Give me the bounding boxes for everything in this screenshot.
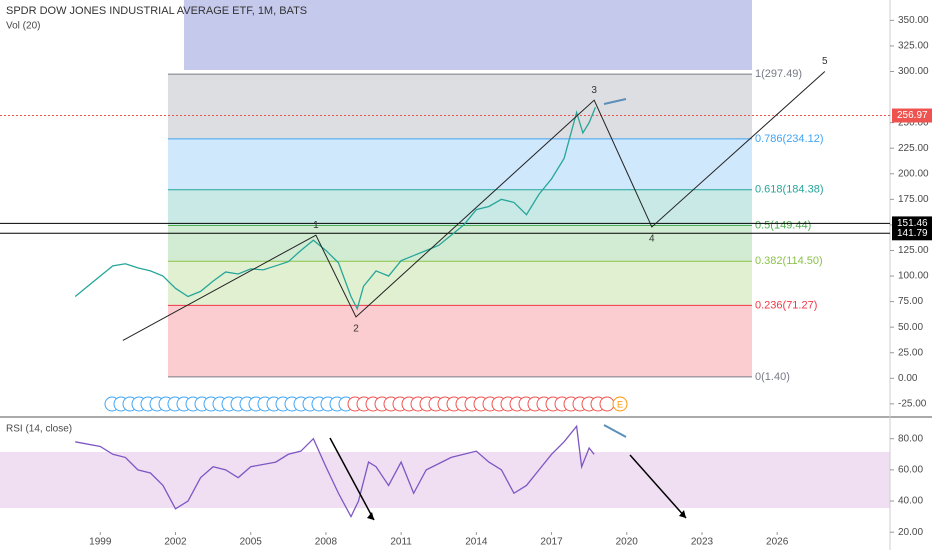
x-tick-label: 2023 xyxy=(691,537,714,548)
divergence-line xyxy=(603,98,627,105)
wave-label: 1 xyxy=(313,220,319,231)
wave-label: 3 xyxy=(591,85,597,96)
y-tick-label: 200.00 xyxy=(898,168,929,179)
y-tick-label: 250.00 xyxy=(898,117,929,128)
y-tick-label: 0.00 xyxy=(898,373,918,384)
y-tick-label: 350.00 xyxy=(898,15,929,26)
y-tick-label: 175.00 xyxy=(898,194,929,205)
fib-zone xyxy=(167,74,753,139)
fib-zone xyxy=(167,305,753,377)
x-tick-label: 2017 xyxy=(540,537,563,548)
y-tick-label: 100.00 xyxy=(898,271,929,282)
fib-top-zone xyxy=(184,0,752,70)
rsi-tick-label: 60.00 xyxy=(898,465,923,476)
horizontal-label: 141.79 xyxy=(897,228,928,239)
y-tick-label: 125.00 xyxy=(898,245,929,256)
wave-label: 4 xyxy=(649,234,655,245)
y-tick-label: 75.00 xyxy=(898,296,923,307)
x-tick-label: 2002 xyxy=(164,537,187,548)
rsi-arrow xyxy=(629,454,687,519)
x-tick-label: 2020 xyxy=(616,537,639,548)
earnings-label: E xyxy=(617,399,623,409)
last-price-label: 256.97 xyxy=(897,110,928,121)
wave-label: 2 xyxy=(353,324,359,335)
fib-zone xyxy=(167,189,753,226)
price-line xyxy=(74,107,597,311)
rsi-tick-label: 80.00 xyxy=(898,433,923,444)
event-marker xyxy=(599,396,615,412)
x-tick-label: 2026 xyxy=(766,537,789,548)
rsi-label: RSI (14, close) xyxy=(6,424,72,435)
fib-zone xyxy=(167,138,753,190)
y-tick-label: -25.00 xyxy=(898,399,927,410)
wave-label: 5 xyxy=(822,56,828,67)
rsi-tick-label: 20.00 xyxy=(898,527,923,538)
fib-label: 0.236(71.27) xyxy=(755,299,817,311)
last-price-tag xyxy=(892,108,932,123)
rsi-tick-label: 40.00 xyxy=(898,496,923,507)
x-tick-label: 2014 xyxy=(465,537,488,548)
divergence-line xyxy=(603,424,627,438)
x-tick-label: 2005 xyxy=(240,537,263,548)
fib-label: 1(297.49) xyxy=(755,68,802,80)
y-tick-label: 300.00 xyxy=(898,66,929,77)
fib-label: 0.382(114.50) xyxy=(755,255,823,267)
fib-label: 0.786(234.12) xyxy=(755,133,824,145)
x-tick-label: 1999 xyxy=(89,537,112,548)
wave-path xyxy=(122,71,826,341)
fib-label: 0.618(184.38) xyxy=(755,184,824,196)
x-tick-label: 2011 xyxy=(390,537,412,548)
rsi-line xyxy=(75,424,595,519)
y-tick-label: 50.00 xyxy=(898,322,923,333)
fib-label: 0.5(149.44) xyxy=(755,219,811,231)
arrow-head xyxy=(367,512,374,520)
y-tick-label: 225.00 xyxy=(898,143,929,154)
volume-label: Vol (20) xyxy=(6,21,40,32)
arrow-head xyxy=(679,510,686,518)
earnings-marker xyxy=(612,396,628,412)
fib-zone xyxy=(167,225,753,262)
horizontal-tag xyxy=(892,226,932,241)
chart-title: SPDR DOW JONES INDUSTRIAL AVERAGE ETF, 1… xyxy=(6,5,307,17)
y-tick-label: 325.00 xyxy=(898,41,929,52)
rsi-band xyxy=(0,452,890,508)
x-tick-label: 2008 xyxy=(315,537,338,548)
y-tick-label: 25.00 xyxy=(898,347,923,358)
rsi-arrow xyxy=(329,437,375,521)
horizontal-label: 151.46 xyxy=(897,218,928,229)
fib-label: 0(1.40) xyxy=(755,371,790,383)
